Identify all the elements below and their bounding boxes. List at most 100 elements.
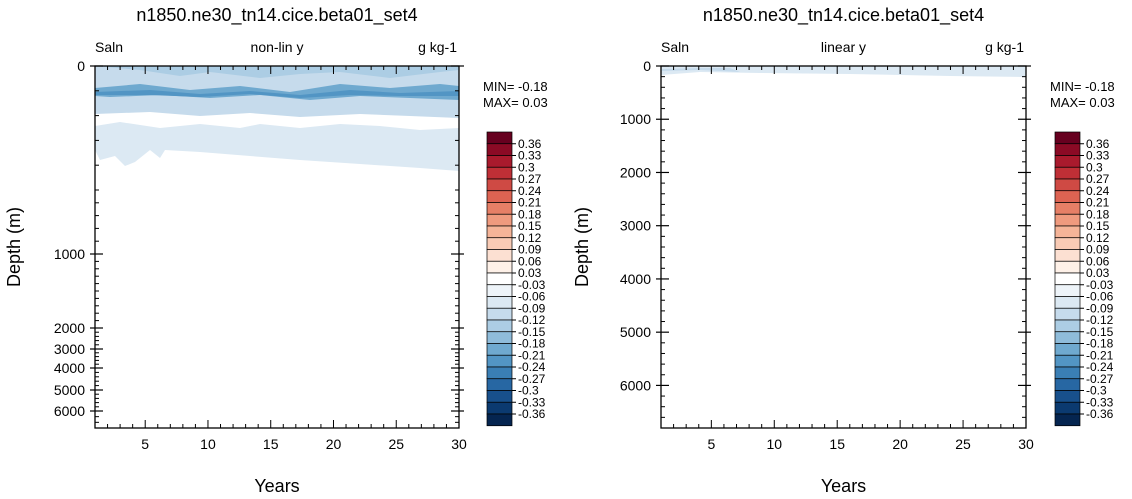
colorbar-label: -0.06 [1086,290,1114,304]
colorbar-label: -0.03 [518,278,546,292]
x-tick-label: 15 [263,436,279,452]
colorbar-swatch [1054,307,1081,321]
colorbar-swatch [486,260,513,274]
colorbar-label: 0.27 [1086,172,1110,186]
colorbar-swatch [1054,413,1081,427]
colorbar-swatch [486,178,513,192]
y-tick-label: 3000 [620,218,651,234]
colorbar-label: 0.03 [1086,266,1110,280]
colorbar-label: -0.33 [518,395,546,409]
colorbar-label: -0.15 [518,325,546,339]
x-tick-label: 15 [829,436,845,452]
colorbar-label: 0.24 [518,184,542,198]
units-label: g kg-1 [985,39,1024,55]
colorbar-swatch [1054,249,1081,262]
salinity-contour-surface [661,66,1026,77]
salinity-contour-surface [95,66,459,78]
colorbar-swatch [1054,178,1081,192]
salinity-contour-deep-core [95,90,459,98]
colorbar-label: 0.18 [518,207,542,221]
colorbar-swatch [1054,166,1081,180]
colorbar-label: -0.27 [518,372,546,386]
colorbar-label: -0.24 [1086,360,1114,374]
colorbar-swatch [1054,190,1081,203]
x-tick-label: 25 [955,436,971,452]
y-tick-label: 1000 [54,246,85,262]
colorbar-label: 0.36 [1086,137,1110,151]
x-axis-label: Years [254,476,299,496]
colorbar-label: -0.24 [518,360,546,374]
colorbar-swatch [1054,319,1081,333]
colorbar-swatch [486,237,513,250]
colorbar-label: -0.36 [518,407,546,421]
scale-label: non-lin y [251,39,304,55]
colorbar-swatch [486,190,513,203]
x-tick-label: 10 [200,436,216,452]
colorbar-label: -0.03 [1086,278,1114,292]
colorbar-swatch [1054,155,1081,168]
colorbar: 0.360.330.30.270.240.210.180.150.120.090… [486,131,546,427]
colorbar-label: -0.36 [1086,407,1114,421]
colorbar-label: -0.21 [518,348,546,362]
colorbar-swatch [486,272,513,286]
colorbar-label: -0.15 [1086,325,1114,339]
plot-background [661,66,1026,428]
colorbar-label: -0.21 [1086,348,1114,362]
colorbar-swatch [1054,131,1081,145]
colorbar-label: -0.18 [518,337,546,351]
colorbar-swatch [486,354,513,368]
colorbar-label: 0.06 [518,254,542,268]
y-tick-label: 4000 [54,360,85,376]
colorbar-label: 0.03 [518,266,542,280]
y-tick-label: 1000 [620,111,651,127]
variable-label: Saln [661,39,689,55]
colorbar-swatch [486,202,513,215]
colorbar-swatch [486,225,513,239]
colorbar-label: 0.24 [1086,184,1110,198]
colorbar-label: 0.36 [518,137,542,151]
colorbar-label: -0.09 [518,301,546,315]
colorbar-label: 0.09 [518,243,542,257]
colorbar-label: 0.12 [518,231,542,245]
x-tick-label: 20 [326,436,342,452]
y-tick-label: 4000 [620,271,651,287]
colorbar-swatch [486,401,513,415]
min-value-text: MIN= -0.18 [1050,79,1115,94]
colorbar-swatch [486,378,513,391]
colorbar-label: -0.12 [518,313,546,327]
colorbar-label: -0.3 [518,384,539,398]
colorbar-swatch [1054,331,1081,344]
y-tick-label: 0 [77,58,85,74]
y-tick-label: 3000 [54,341,85,357]
scale-label: linear y [821,39,866,55]
colorbar-swatch [486,390,513,403]
panel-nonlinear: 5 10 15 20 25 30 0 1000 2000 3000 4000 5000 6000 n185… [4,5,548,496]
x-axis-label: Years [821,476,866,496]
colorbar-swatch [486,307,513,321]
colorbar-label: 0.21 [1086,196,1110,210]
colorbar-swatch [486,296,513,309]
y-tick-label: 5000 [620,324,651,340]
colorbar-swatch [486,343,513,356]
plot-frame [94,65,460,429]
colorbar-swatch [1054,260,1081,274]
chart-title: n1850.ne30_tn14.cice.beta01_set4 [136,5,417,26]
colorbar-swatch [1054,237,1081,250]
colorbar-swatch [1054,366,1081,380]
colorbar-swatch [1054,202,1081,215]
min-value-text: MIN= -0.18 [483,79,548,94]
colorbar-swatch [486,131,513,145]
panel-linear: 5 10 15 20 25 30 0 1000 2000 3000 4000 5000 6000 n185… [572,5,1115,496]
colorbar-swatch [1054,343,1081,356]
colorbar-swatch [486,249,513,262]
colorbar-label: 0.09 [1086,243,1110,257]
colorbar-swatch [1054,354,1081,368]
colorbar-swatch [486,366,513,380]
x-tick-label: 5 [141,436,149,452]
colorbar-swatch [1054,225,1081,239]
colorbar-label: -0.12 [1086,313,1114,327]
colorbar-label: 0.18 [1086,207,1110,221]
colorbar-label: 0.06 [1086,254,1110,268]
y-tick-label: 6000 [54,403,85,419]
